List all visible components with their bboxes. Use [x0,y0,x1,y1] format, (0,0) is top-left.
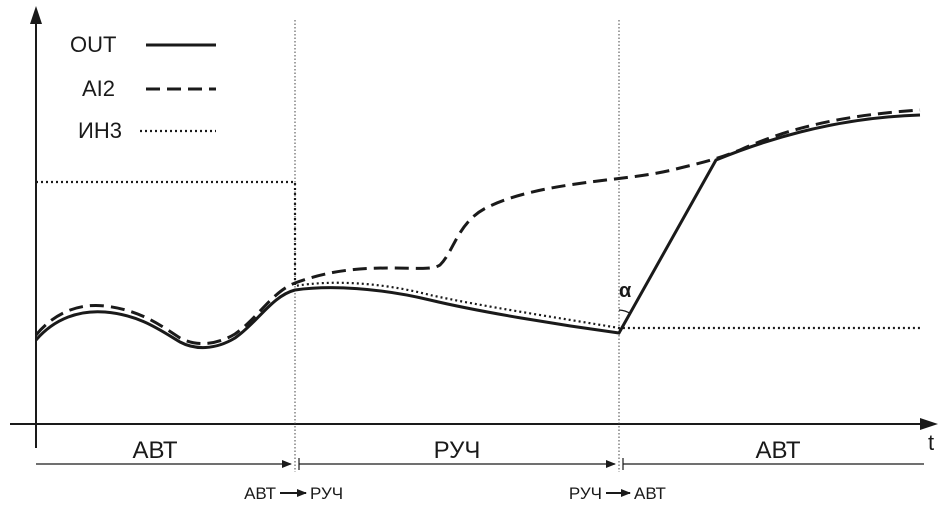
mode-label-auto-2: АВТ [755,437,800,464]
angle-label: α [619,280,632,302]
transition-2-to: АВТ [634,484,666,503]
mode-label-manual: РУЧ [434,437,481,464]
x-axis-arrow-icon [920,418,938,430]
mode-label-auto-1: АВТ [132,437,177,464]
legend-label-out: OUT [70,32,116,57]
out-curve [34,113,921,349]
x-axis-label: t [928,430,934,455]
legend-label-ai2: AI2 [82,76,115,101]
y-axis-arrow-icon [30,6,42,24]
transition-2-from: РУЧ [569,484,602,503]
transition-1-to: РУЧ [310,484,343,503]
transition-1-from: АВТ [244,484,276,503]
angle-arc [618,309,632,315]
in3-curve [36,180,920,330]
legend-label-in3: ИН3 [78,118,122,143]
ai2-curve [34,108,921,345]
legend: OUT AI2 ИН3 [70,32,216,143]
